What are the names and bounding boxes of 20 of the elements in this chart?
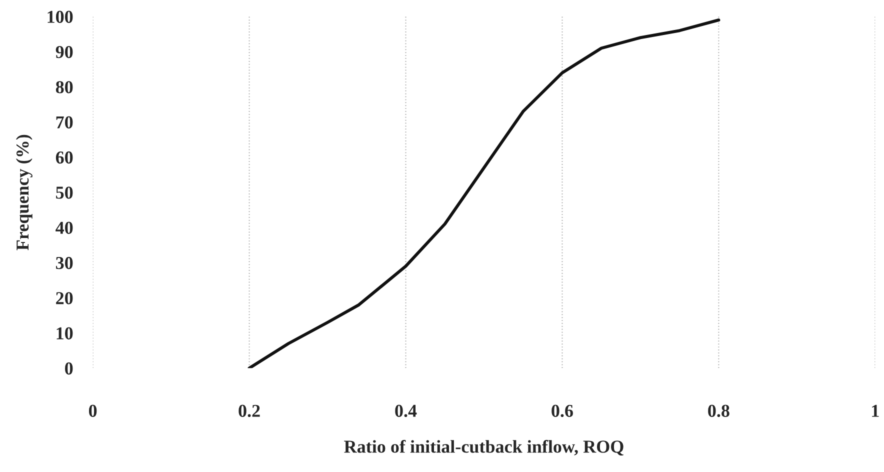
x-tick-label: 1 — [872, 404, 879, 417]
x-tick-label: 0.4 — [395, 404, 417, 418]
y-axis-title: Frequency (%) — [16, 134, 32, 250]
x-tick-label: 0.2 — [238, 404, 260, 418]
x-tick-label: 0 — [88, 404, 97, 417]
y-tick-label: 100 — [48, 10, 73, 23]
y-tick-label: 60 — [56, 151, 73, 164]
y-tick-label: 80 — [56, 81, 73, 94]
y-tick-label: 50 — [56, 186, 73, 199]
x-axis-title: Ratio of initial-cutback inflow, ROQ — [344, 440, 624, 456]
y-tick-label: 10 — [56, 327, 73, 340]
line-series — [248, 18, 720, 368]
y-tick-label: 40 — [56, 222, 73, 234]
y-tick-label: 30 — [56, 256, 73, 270]
x-tick-label: 0.8 — [708, 404, 730, 418]
y-tick-label: 20 — [56, 292, 73, 304]
y-tick-label: 0 — [65, 362, 73, 375]
x-tick-label: 0.6 — [552, 404, 573, 418]
y-tick-label: 90 — [56, 46, 73, 58]
y-tick-label: 70 — [56, 116, 73, 128]
